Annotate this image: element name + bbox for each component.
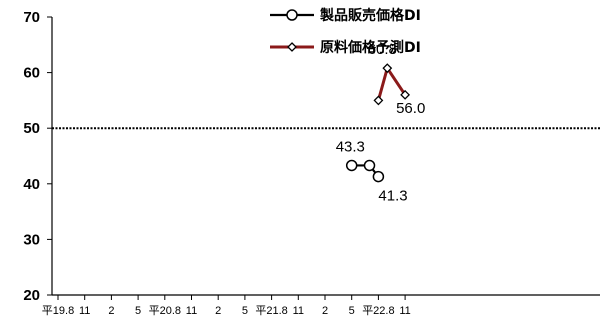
y-tick-label: 70 bbox=[23, 9, 40, 26]
legend-label-1: 製品販売価格DI bbox=[319, 7, 421, 24]
y-tick-label: 40 bbox=[23, 176, 40, 193]
y-tick-label: 30 bbox=[23, 231, 40, 248]
legend-label-2: 原料価格予測DI bbox=[320, 39, 421, 56]
x-tick-label: 11 bbox=[399, 305, 410, 317]
data-point-circle bbox=[363, 159, 376, 172]
x-tick-label: 平19.8 bbox=[42, 305, 74, 317]
data-point-diamond bbox=[373, 95, 384, 106]
x-tick-label: 2 bbox=[322, 305, 328, 317]
x-tick-label: 2 bbox=[108, 305, 114, 317]
data-label: 56.0 bbox=[396, 100, 425, 117]
data-point-circle bbox=[372, 170, 385, 183]
data-point-circle bbox=[345, 159, 358, 172]
y-tick-label: 20 bbox=[23, 287, 40, 304]
x-tick-label: 2 bbox=[215, 305, 221, 317]
x-tick-label: 5 bbox=[242, 305, 248, 317]
data-point-diamond bbox=[382, 63, 393, 74]
x-tick-label: 11 bbox=[79, 305, 90, 317]
data-label: 41.3 bbox=[378, 188, 407, 205]
data-label: 43.3 bbox=[336, 138, 365, 155]
y-tick-label: 50 bbox=[23, 120, 40, 137]
y-tick-label: 60 bbox=[23, 65, 40, 82]
x-tick-label: 5 bbox=[135, 305, 141, 317]
x-tick-label: 平20.8 bbox=[149, 305, 181, 317]
x-tick-label: 平21.8 bbox=[255, 305, 287, 317]
x-tick-label: 11 bbox=[186, 305, 197, 317]
legend-marker-circle bbox=[286, 9, 298, 21]
x-tick-label: 5 bbox=[349, 305, 355, 317]
legend-marker-diamond bbox=[287, 42, 297, 52]
data-point-diamond bbox=[400, 89, 411, 100]
data-label: 60.8 bbox=[368, 41, 397, 58]
x-tick-label: 11 bbox=[293, 305, 304, 317]
x-tick-label: 平22.8 bbox=[362, 305, 394, 317]
